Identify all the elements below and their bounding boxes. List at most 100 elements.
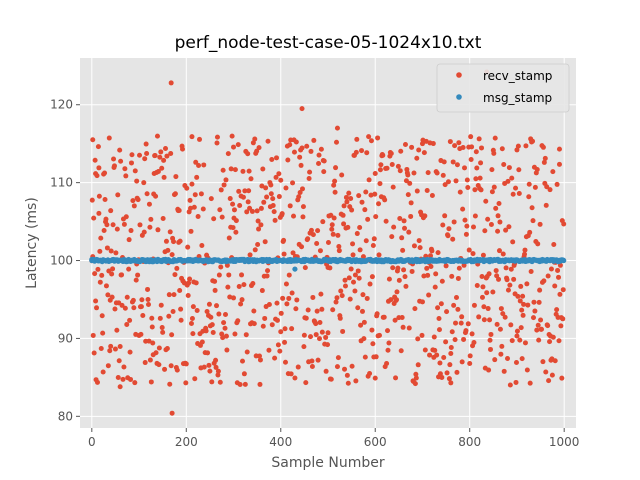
recv-stamp-point [141,229,147,235]
recv-stamp-point [473,176,479,182]
recv-stamp-point [455,306,461,312]
x-tick-label: 800 [458,435,481,449]
recv-stamp-point [476,136,482,142]
recv-stamp-point [467,360,473,366]
recv-stamp-point [530,138,536,144]
recv-stamp-point [369,327,375,333]
recv-stamp-point [258,222,264,228]
recv-stamp-point [368,192,374,198]
recv-stamp-point [201,364,207,370]
recv-stamp-point [482,228,488,234]
recv-stamp-point [216,272,222,278]
recv-stamp-point [296,194,302,200]
recv-stamp-point [188,321,194,327]
recv-stamp-point [349,207,355,213]
recv-stamp-point [366,134,372,140]
recv-stamp-point [273,174,279,180]
recv-stamp-point [422,347,428,353]
recv-stamp-point [177,287,183,293]
recv-stamp-point [148,216,154,222]
x-tick-label: 1000 [549,435,580,449]
recv-stamp-point [535,241,541,247]
recv-stamp-point [401,267,407,273]
recv-stamp-point [493,268,499,274]
recv-stamp-point [191,204,197,210]
recv-stamp-point [413,375,419,381]
recv-stamp-point [347,296,353,302]
recv-stamp-point [187,276,193,282]
recv-stamp-point [462,217,468,223]
recv-stamp-point [196,163,202,169]
recv-stamp-point [268,191,274,197]
recv-stamp-point [230,201,236,207]
recv-stamp-point [124,294,130,300]
recv-stamp-point [355,268,361,274]
recv-stamp-point [135,197,141,203]
recv-stamp-point [112,346,118,352]
recv-stamp-point [166,292,172,298]
recv-stamp-point [373,354,379,360]
recv-stamp-point [289,290,295,296]
recv-stamp-point [464,177,470,183]
recv-stamp-point [241,371,247,377]
recv-stamp-point [111,163,117,169]
recv-stamp-point [294,297,300,303]
recv-stamp-point [169,332,175,338]
recv-stamp-point [558,323,564,329]
recv-stamp-point [505,287,511,293]
recv-stamp-point [189,316,195,322]
recv-stamp-point [499,146,505,152]
recv-stamp-point [251,308,257,314]
recv-stamp-point [282,339,288,345]
recv-stamp-point [325,265,331,271]
recv-stamp-point [526,181,532,187]
recv-stamp-point [517,337,523,343]
recv-stamp-point [223,333,229,339]
recv-stamp-point [458,320,464,326]
recv-stamp-point [388,297,394,303]
recv-stamp-point [188,228,194,234]
recv-stamp-point [131,203,137,209]
recv-stamp-point [221,182,227,188]
recv-stamp-point [376,332,382,338]
recv-stamp-point [492,135,498,141]
recv-stamp-point [343,194,349,200]
recv-stamp-point [128,376,134,382]
recv-stamp-point [377,181,383,187]
recv-stamp-point [440,172,446,178]
recv-stamp-point [339,293,345,299]
recv-stamp-point [509,175,515,181]
recv-stamp-point [199,339,205,345]
recv-stamp-point [549,372,555,378]
recv-stamp-point [466,247,472,253]
recv-stamp-point [340,328,346,334]
y-tick-label: 120 [50,98,73,112]
recv-stamp-point [185,244,191,250]
recv-stamp-point [529,205,535,211]
recv-stamp-point [198,191,204,197]
recv-stamp-point [167,381,173,387]
recv-stamp-point [376,252,382,258]
recv-stamp-point [394,289,400,295]
recv-stamp-point [132,168,138,174]
recv-stamp-point [431,334,437,340]
recv-stamp-point [465,184,471,190]
recv-stamp-point [449,273,455,279]
recv-stamp-point [399,314,405,320]
recv-stamp-point [154,133,160,139]
recv-stamp-point [386,340,392,346]
recv-stamp-point [356,275,362,281]
recv-stamp-point [500,251,506,257]
recv-stamp-point [412,381,418,387]
recv-stamp-point [199,243,205,249]
recv-stamp-point [101,227,107,233]
recv-stamp-point [548,266,554,272]
recv-stamp-point [556,146,562,152]
recv-stamp-point [265,138,271,144]
recv-stamp-point [303,315,309,321]
y-tick-label: 110 [50,176,73,190]
recv-stamp-point [146,301,151,307]
y-axis-label: Latency (ms) [24,197,40,289]
recv-stamp-point [193,280,199,286]
recv-stamp-point [544,184,550,190]
